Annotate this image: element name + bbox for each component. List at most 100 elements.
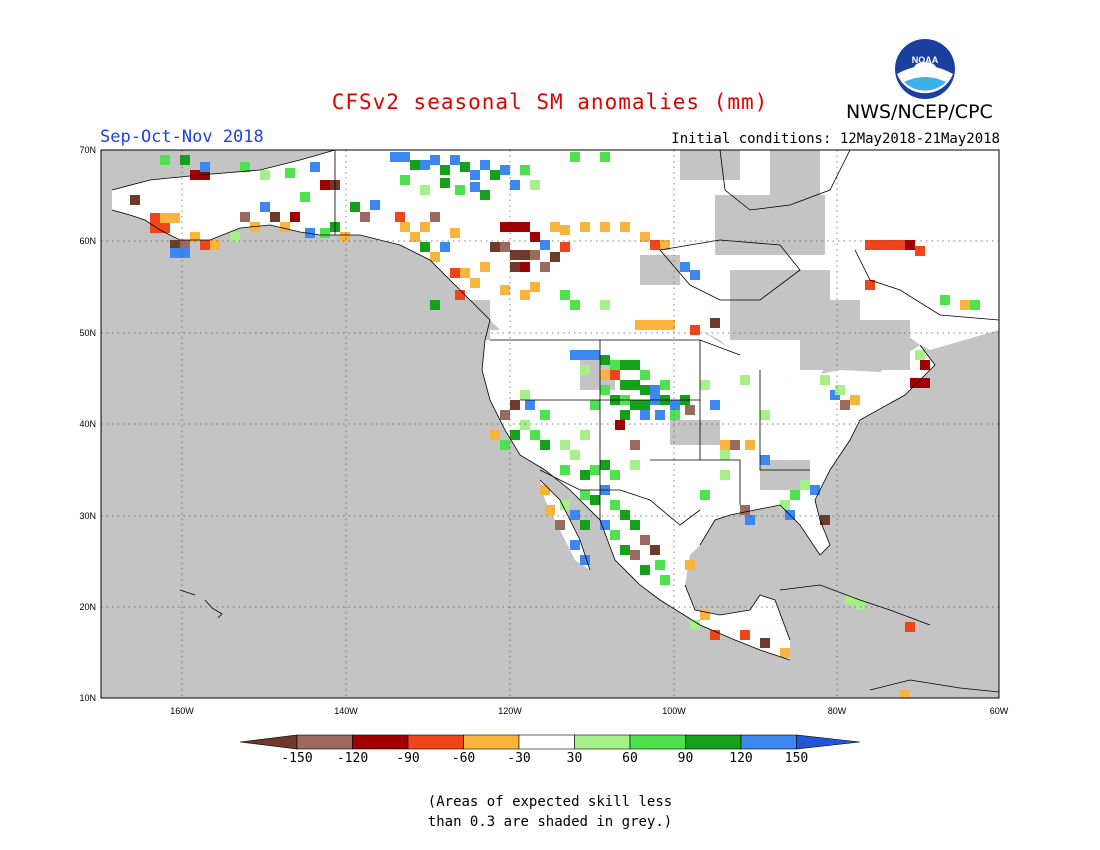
anomaly-cell bbox=[710, 318, 720, 328]
agency-label: NWS/NCEP/CPC bbox=[846, 101, 993, 123]
lat-label: 60N bbox=[79, 236, 96, 246]
anomaly-cell bbox=[620, 510, 630, 520]
anomaly-cell bbox=[610, 370, 620, 380]
lon-label: 160W bbox=[170, 706, 194, 716]
anomaly-cell bbox=[560, 500, 570, 510]
anomaly-cell bbox=[670, 400, 680, 410]
anomaly-cell bbox=[570, 300, 580, 310]
colorbar-box bbox=[629, 734, 686, 750]
lon-label: 120W bbox=[498, 706, 522, 716]
colorbar-box bbox=[518, 734, 575, 750]
anomaly-cell bbox=[640, 410, 650, 420]
anomaly-cell bbox=[360, 212, 370, 222]
footnote-line-2: than 0.3 are shaded in grey.) bbox=[427, 814, 673, 830]
low-skill-patches bbox=[470, 150, 910, 490]
anomaly-cell bbox=[690, 270, 700, 280]
anomaly-cell bbox=[835, 385, 845, 395]
anomaly-cell bbox=[450, 228, 460, 238]
anomaly-cell bbox=[640, 232, 650, 242]
anomaly-cell bbox=[655, 410, 665, 420]
anomaly-cell bbox=[700, 380, 710, 390]
anomaly-cell bbox=[820, 375, 830, 385]
noaa-logo-text: NOAA bbox=[912, 55, 939, 65]
anomaly-cells bbox=[130, 152, 980, 698]
anomaly-cell bbox=[530, 430, 540, 440]
lon-label: 100W bbox=[662, 706, 686, 716]
anomaly-cell bbox=[650, 240, 660, 250]
anomaly-cell bbox=[730, 440, 740, 450]
anomaly-cell bbox=[250, 222, 260, 232]
colorbar-arrow-left bbox=[239, 734, 298, 750]
anomaly-cell bbox=[745, 440, 755, 450]
anomaly-cell bbox=[610, 530, 620, 540]
anomaly-cell bbox=[590, 400, 600, 410]
anomaly-cell bbox=[620, 410, 630, 420]
anomaly-cell bbox=[530, 282, 540, 292]
anomaly-cell bbox=[520, 390, 530, 400]
anomaly-cell bbox=[865, 280, 875, 290]
anomaly-cell bbox=[480, 160, 490, 170]
anomaly-cell bbox=[180, 155, 190, 165]
anomaly-cell bbox=[875, 240, 885, 250]
anomaly-cell bbox=[480, 190, 490, 200]
anomaly-cell bbox=[390, 152, 400, 162]
anomaly-cell bbox=[545, 505, 555, 515]
anomaly-cell bbox=[970, 300, 980, 310]
anomaly-cell bbox=[615, 420, 625, 430]
anomaly-cell bbox=[430, 252, 440, 262]
anomaly-cell bbox=[350, 202, 360, 212]
anomaly-cell bbox=[200, 170, 210, 180]
anomaly-cell bbox=[570, 510, 580, 520]
anomaly-cell bbox=[560, 242, 570, 252]
anomaly-cell bbox=[610, 500, 620, 510]
anomaly-cell bbox=[430, 300, 440, 310]
anomaly-cell bbox=[670, 410, 680, 420]
lat-label: 10N bbox=[79, 693, 96, 703]
anomaly-cell bbox=[160, 155, 170, 165]
anomaly-cell bbox=[540, 485, 550, 495]
anomaly-cell bbox=[420, 242, 430, 252]
anomaly-cell bbox=[280, 222, 290, 232]
colorbar-box bbox=[685, 734, 742, 750]
anomaly-cell bbox=[865, 240, 875, 250]
anomaly-cell bbox=[170, 248, 180, 258]
anomaly-cell bbox=[420, 185, 430, 195]
anomaly-cell bbox=[490, 430, 500, 440]
anomaly-cell bbox=[555, 520, 565, 530]
anomaly-cell bbox=[885, 240, 895, 250]
anomaly-cell bbox=[790, 490, 800, 500]
anomaly-cell bbox=[305, 228, 315, 238]
anomaly-cell bbox=[200, 162, 210, 172]
anomaly-cell bbox=[630, 520, 640, 530]
anomaly-cell bbox=[560, 290, 570, 300]
anomaly-cell bbox=[340, 232, 350, 242]
anomaly-cell bbox=[570, 152, 580, 162]
anomaly-cell bbox=[620, 545, 630, 555]
anomaly-cell bbox=[590, 495, 600, 505]
anomaly-cell bbox=[240, 212, 250, 222]
anomaly-cell bbox=[630, 360, 640, 370]
anomaly-cell bbox=[540, 240, 550, 250]
anomaly-cell bbox=[645, 320, 655, 330]
anomaly-cell bbox=[310, 162, 320, 172]
anomaly-cell bbox=[610, 470, 620, 480]
anomaly-cell bbox=[395, 212, 405, 222]
anomaly-cell bbox=[855, 600, 865, 610]
colorbar-label: -150 bbox=[281, 751, 312, 766]
anomaly-cell bbox=[530, 232, 540, 242]
colorbar-label: -90 bbox=[396, 751, 419, 766]
anomaly-cell bbox=[600, 385, 610, 395]
map-title: CFSv2 seasonal SM anomalies (mm) bbox=[331, 90, 769, 114]
anomaly-cell bbox=[600, 222, 610, 232]
anomaly-cell bbox=[655, 320, 665, 330]
anomaly-cell bbox=[600, 520, 610, 530]
anomaly-cell bbox=[720, 450, 730, 460]
anomaly-cell bbox=[685, 405, 695, 415]
anomaly-cell bbox=[320, 228, 330, 238]
anomaly-cell bbox=[630, 550, 640, 560]
anomaly-cell bbox=[590, 350, 600, 360]
anomaly-cell bbox=[540, 410, 550, 420]
anomaly-cell bbox=[400, 152, 410, 162]
colorbar-label: -60 bbox=[452, 751, 475, 766]
anomaly-cell bbox=[580, 490, 590, 500]
